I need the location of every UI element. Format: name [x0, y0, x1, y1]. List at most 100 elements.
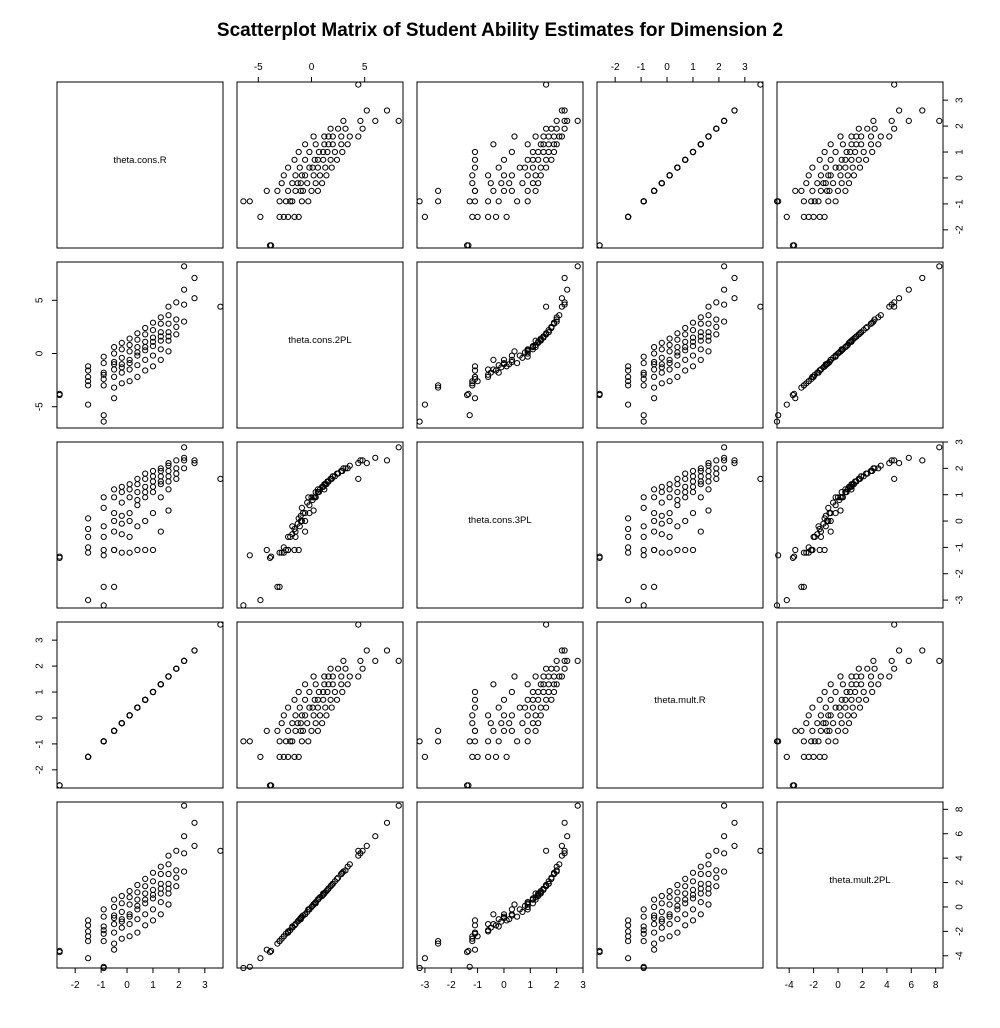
- scatter-point: [721, 318, 728, 325]
- scatter-point: [324, 886, 331, 894]
- scatter-point: [181, 465, 188, 472]
- scatter-point: [848, 696, 855, 703]
- scatter-point: [322, 704, 329, 711]
- scatter-point: [118, 499, 125, 506]
- scatter-point: [689, 478, 697, 485]
- scatter-point: [111, 494, 118, 501]
- scatter-point: [157, 473, 164, 480]
- scatter-point: [165, 329, 172, 336]
- scatter-point: [574, 263, 581, 270]
- scatter-point: [689, 483, 697, 490]
- scatter-point: [464, 391, 471, 399]
- scatter-point: [891, 665, 898, 672]
- scatter-point: [498, 720, 505, 727]
- scatter-point: [640, 382, 647, 389]
- scatter-point: [666, 921, 673, 928]
- scatter-point: [296, 916, 303, 923]
- scatter-point: [312, 494, 319, 501]
- scatter-point: [816, 753, 823, 761]
- scatter-point: [658, 918, 665, 925]
- scatter-point: [847, 688, 854, 696]
- scatter-point: [142, 347, 149, 354]
- scatter-point: [705, 486, 712, 493]
- scatter-point: [149, 343, 157, 350]
- scatter-point: [863, 156, 870, 163]
- scatter-point: [674, 881, 681, 889]
- scatter-point: [324, 148, 331, 156]
- scatter-point: [757, 475, 764, 482]
- scatter-point: [435, 382, 442, 389]
- scatter-point: [240, 738, 247, 745]
- scatter-point: [658, 531, 665, 538]
- scatter-point: [508, 356, 515, 363]
- scatter-point: [306, 164, 313, 171]
- scatter-point: [697, 528, 704, 535]
- panel-frame-r1-c2: [416, 261, 584, 429]
- scatter-point: [324, 688, 331, 696]
- scatter-point: [485, 198, 492, 205]
- scatter-point: [543, 665, 550, 672]
- scatter-point: [274, 940, 281, 947]
- scatter-point: [315, 148, 322, 156]
- scatter-point: [625, 922, 632, 929]
- scatter-point: [516, 352, 523, 359]
- scatter-point: [118, 361, 125, 368]
- scatter-point: [713, 475, 720, 482]
- scatter-point: [651, 350, 658, 357]
- scatter-point: [321, 890, 328, 897]
- scatter-point: [825, 738, 832, 745]
- scatter-point: [596, 391, 603, 399]
- scatter-point: [697, 346, 704, 353]
- panel-frame-r4-c2: [416, 801, 584, 969]
- scatter-point: [495, 704, 502, 711]
- scatter-point: [905, 117, 912, 125]
- scatter-point: [666, 888, 673, 895]
- scatter-point: [508, 187, 515, 194]
- scatter-point: [165, 885, 172, 892]
- scatter-point: [339, 688, 346, 696]
- scatter-point: [118, 924, 125, 931]
- scatter-point: [316, 712, 324, 719]
- scatter-point: [474, 213, 481, 220]
- scatter-point: [658, 520, 665, 527]
- scatter-point: [682, 347, 689, 354]
- scatter-point: [165, 852, 172, 859]
- scatter-point: [891, 475, 898, 482]
- scatter-point: [278, 720, 285, 727]
- scatter-point: [490, 911, 497, 918]
- scatter-point: [689, 338, 697, 345]
- scatter-point: [830, 180, 837, 187]
- scatter-point: [548, 696, 555, 703]
- scatter-point: [372, 117, 379, 125]
- scatter-point: [640, 353, 647, 360]
- scatter-point: [705, 901, 712, 908]
- scatter-point: [543, 81, 550, 88]
- top-axis-tick-label: -5: [254, 62, 263, 73]
- scatter-point: [111, 344, 118, 351]
- scatter-point: [355, 133, 362, 140]
- scatter-point: [674, 373, 681, 380]
- scatter-point: [803, 180, 810, 187]
- scatter-point: [550, 133, 558, 140]
- scatter-point: [856, 164, 864, 171]
- scatter-point: [314, 696, 321, 703]
- scatter-point: [791, 390, 798, 397]
- scatter-point: [682, 338, 689, 345]
- scatter-point: [757, 303, 764, 310]
- scatter-point: [896, 647, 903, 654]
- scatter-point: [553, 868, 560, 875]
- scatter-point: [553, 316, 560, 323]
- bottom-axis-tick-label: 3: [580, 980, 586, 991]
- scatter-point: [827, 528, 834, 535]
- scatter-point: [173, 323, 180, 330]
- panel-frame-r0-c2: [416, 81, 584, 249]
- scatter-point: [791, 553, 798, 560]
- scatter-point: [896, 460, 903, 467]
- scatter-point: [508, 172, 515, 179]
- right-axis-tick-label: 4: [955, 855, 966, 861]
- scatter-point: [85, 382, 92, 389]
- scatter-point: [815, 523, 822, 530]
- scatter-point: [292, 921, 299, 928]
- scatter-point: [834, 727, 842, 735]
- scatter-point: [466, 198, 473, 205]
